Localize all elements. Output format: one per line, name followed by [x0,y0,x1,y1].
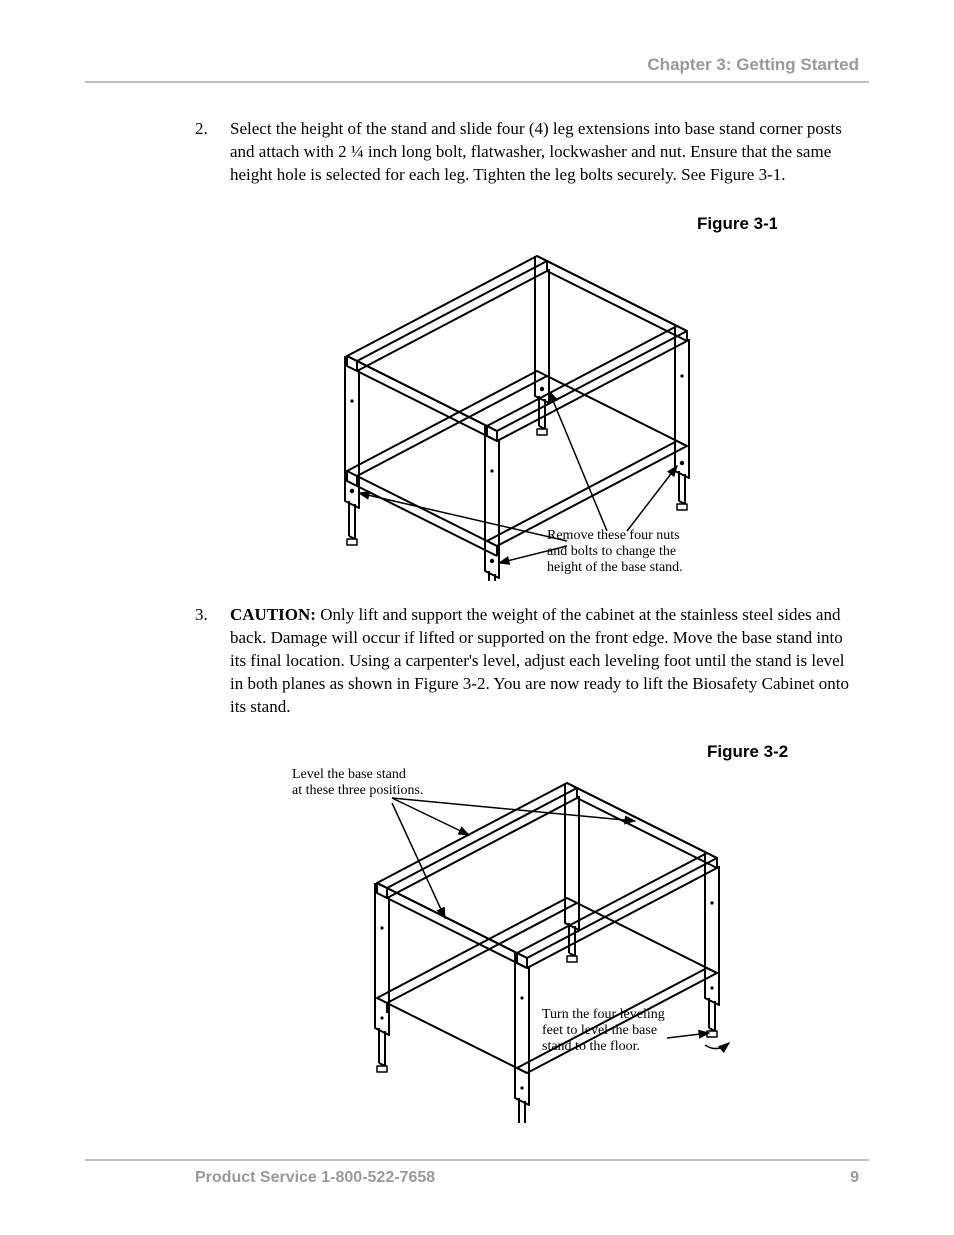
figure-3-2-annot2-1: Turn the four leveling [542,1007,665,1022]
figure-3-1-annot-1: Remove these four nuts [547,528,680,543]
footer-row: Product Service 1-800-522-7658 9 [85,1169,869,1187]
header-rule [85,81,869,83]
figure-3-2-annot2-3: stand to the floor. [542,1039,640,1054]
step-text: Only lift and support the weight of the … [230,605,849,716]
figure-3-2-annot2-2: feet to level the base [542,1023,657,1038]
caution-label: CAUTION: [230,605,316,624]
footer-rule [85,1159,869,1161]
step-2: 2. Select the height of the stand and sl… [195,118,859,187]
footer-service: Product Service 1-800-522-7658 [195,1169,435,1187]
page: Chapter 3: Getting Started 2. Select the… [0,0,954,1235]
step-number: 2. [195,118,208,141]
step-3: 3. CAUTION: Only lift and support the we… [195,604,859,719]
content-block: 2. Select the height of the stand and sl… [195,118,859,1128]
figure-3-1-svg: Figure 3-1 [277,201,777,581]
figure-3-1-annot-2: and bolts to change the [547,544,676,559]
figure-3-1-label: Figure 3-1 [697,214,777,233]
footer-page: 9 [850,1169,859,1187]
footer: Product Service 1-800-522-7658 9 [85,1159,869,1187]
step-text: Select the height of the stand and slide… [230,119,842,184]
figure-3-2-svg: Figure 3-2 [247,733,807,1123]
figure-3-2-annot1-1: Level the base stand [292,767,406,782]
step-number: 3. [195,604,208,627]
figure-3-2: Figure 3-2 [195,733,859,1128]
figure-3-2-label: Figure 3-2 [707,742,788,761]
step-list: 2. Select the height of the stand and sl… [195,118,859,1128]
figure-3-2-annot1-2: at these three positions. [292,783,423,798]
chapter-header: Chapter 3: Getting Started [85,55,869,81]
figure-3-1-annot-3: height of the base stand. [547,560,683,575]
figure-3-1: Figure 3-1 [195,201,859,586]
